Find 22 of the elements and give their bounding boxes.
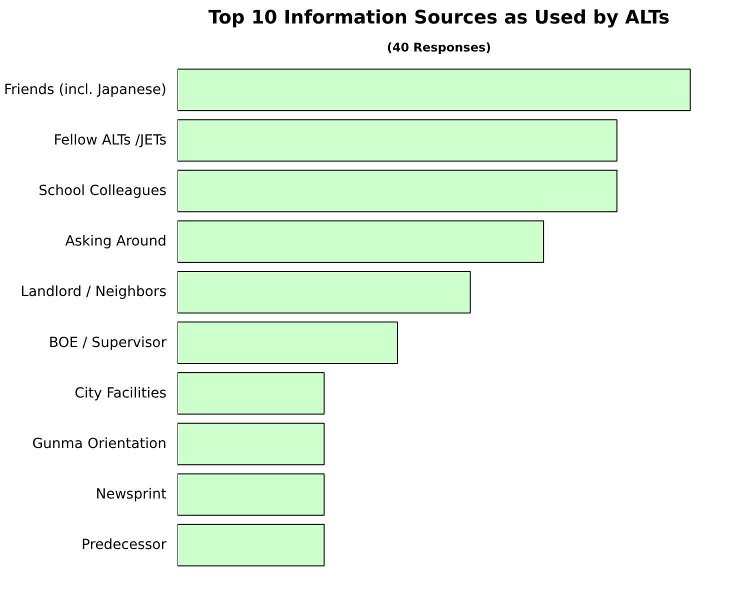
y-tick-label: Predecessor (82, 537, 167, 554)
y-tick-label: Landlord / Neighbors (20, 284, 167, 300)
bar (178, 524, 325, 566)
bar (178, 220, 544, 263)
bar (178, 68, 691, 112)
y-tick-label: City Facilities (74, 385, 166, 402)
y-tick-label: Gunma Orientation (32, 436, 167, 452)
y-tick-label: Fellow ALTs /JETs (54, 132, 167, 148)
bar (178, 372, 325, 415)
y-tick-label: School Colleagues (38, 183, 167, 200)
y-tick-label: BOE / Supervisor (48, 334, 167, 351)
bar (178, 270, 471, 314)
y-tick-label: Asking Around (65, 234, 167, 250)
bar (178, 422, 325, 466)
y-tick-label: Friends (incl. Japanese) (4, 82, 167, 98)
bar (178, 322, 398, 364)
bar (178, 473, 325, 516)
bar (178, 119, 618, 162)
chart-title: Top 10 Information Sources as Used by ALTs (208, 8, 670, 28)
bar (178, 170, 618, 212)
chart-subtitle: (40 Responses) (386, 40, 492, 54)
y-tick-label: Newsprint (96, 486, 168, 503)
